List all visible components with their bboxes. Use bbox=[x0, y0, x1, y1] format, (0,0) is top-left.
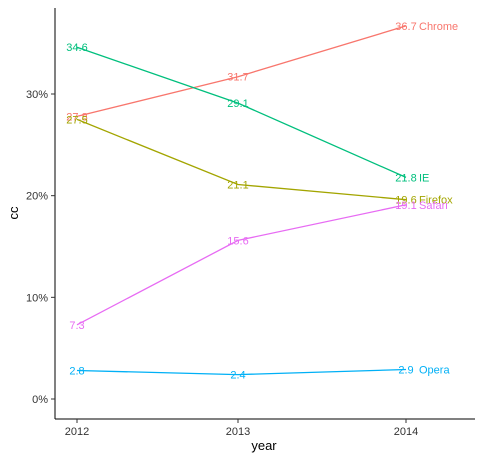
data-label-ie: 34.6 bbox=[66, 42, 87, 54]
data-label-chrome: 31.7 bbox=[227, 72, 248, 84]
series-name-ie: IE bbox=[419, 172, 429, 184]
data-label-safari: 15.6 bbox=[227, 235, 248, 247]
data-label-ie: 21.8 bbox=[395, 172, 416, 184]
data-label-firefox: 21.1 bbox=[227, 180, 248, 192]
series-name-safari: Safari bbox=[419, 200, 448, 212]
axes-layer bbox=[54, 8, 475, 420]
series-layer: 27.8 31.7 36.7 Chrome 34.6 29.1 21.8 IE 27.5 21.1… bbox=[66, 21, 458, 382]
series-name-firefox: Firefox bbox=[419, 195, 453, 207]
x-axis-title: year bbox=[251, 438, 277, 453]
series-line-firefox bbox=[76, 118, 407, 201]
data-label-safari: 19.1 bbox=[395, 200, 416, 212]
series-line-chrome bbox=[76, 25, 407, 118]
y-axis-title: cc bbox=[6, 206, 21, 220]
series-name-opera: Opera bbox=[419, 365, 450, 377]
y-tick-label: 20% bbox=[26, 191, 48, 203]
y-tick-label: 10% bbox=[26, 292, 48, 304]
data-label-firefox: 27.5 bbox=[66, 114, 87, 126]
y-tick-label: 0% bbox=[32, 394, 48, 406]
x-tick-label: 2014 bbox=[394, 426, 418, 438]
y-tick-label: 30% bbox=[26, 89, 48, 101]
series-name-chrome: Chrome bbox=[419, 21, 458, 33]
data-label-firefox: 19.6 bbox=[395, 195, 416, 207]
data-label-opera: 2.9 bbox=[398, 365, 413, 377]
data-label-opera: 2.8 bbox=[69, 366, 84, 378]
ticks-layer: 0% 10% 20% 30% 2012 2013 2014 bbox=[26, 89, 418, 438]
data-label-chrome: 27.8 bbox=[66, 111, 87, 123]
data-label-ie: 29.1 bbox=[227, 98, 248, 110]
series-line-opera bbox=[76, 368, 407, 376]
x-tick-label: 2013 bbox=[226, 426, 250, 438]
data-label-safari: 7.3 bbox=[69, 320, 84, 332]
data-label-opera: 2.4 bbox=[230, 370, 245, 382]
series-line-safari bbox=[76, 204, 407, 326]
x-tick-label: 2012 bbox=[65, 426, 89, 438]
series-line-ie bbox=[76, 46, 407, 178]
data-label-chrome: 36.7 bbox=[395, 21, 416, 33]
